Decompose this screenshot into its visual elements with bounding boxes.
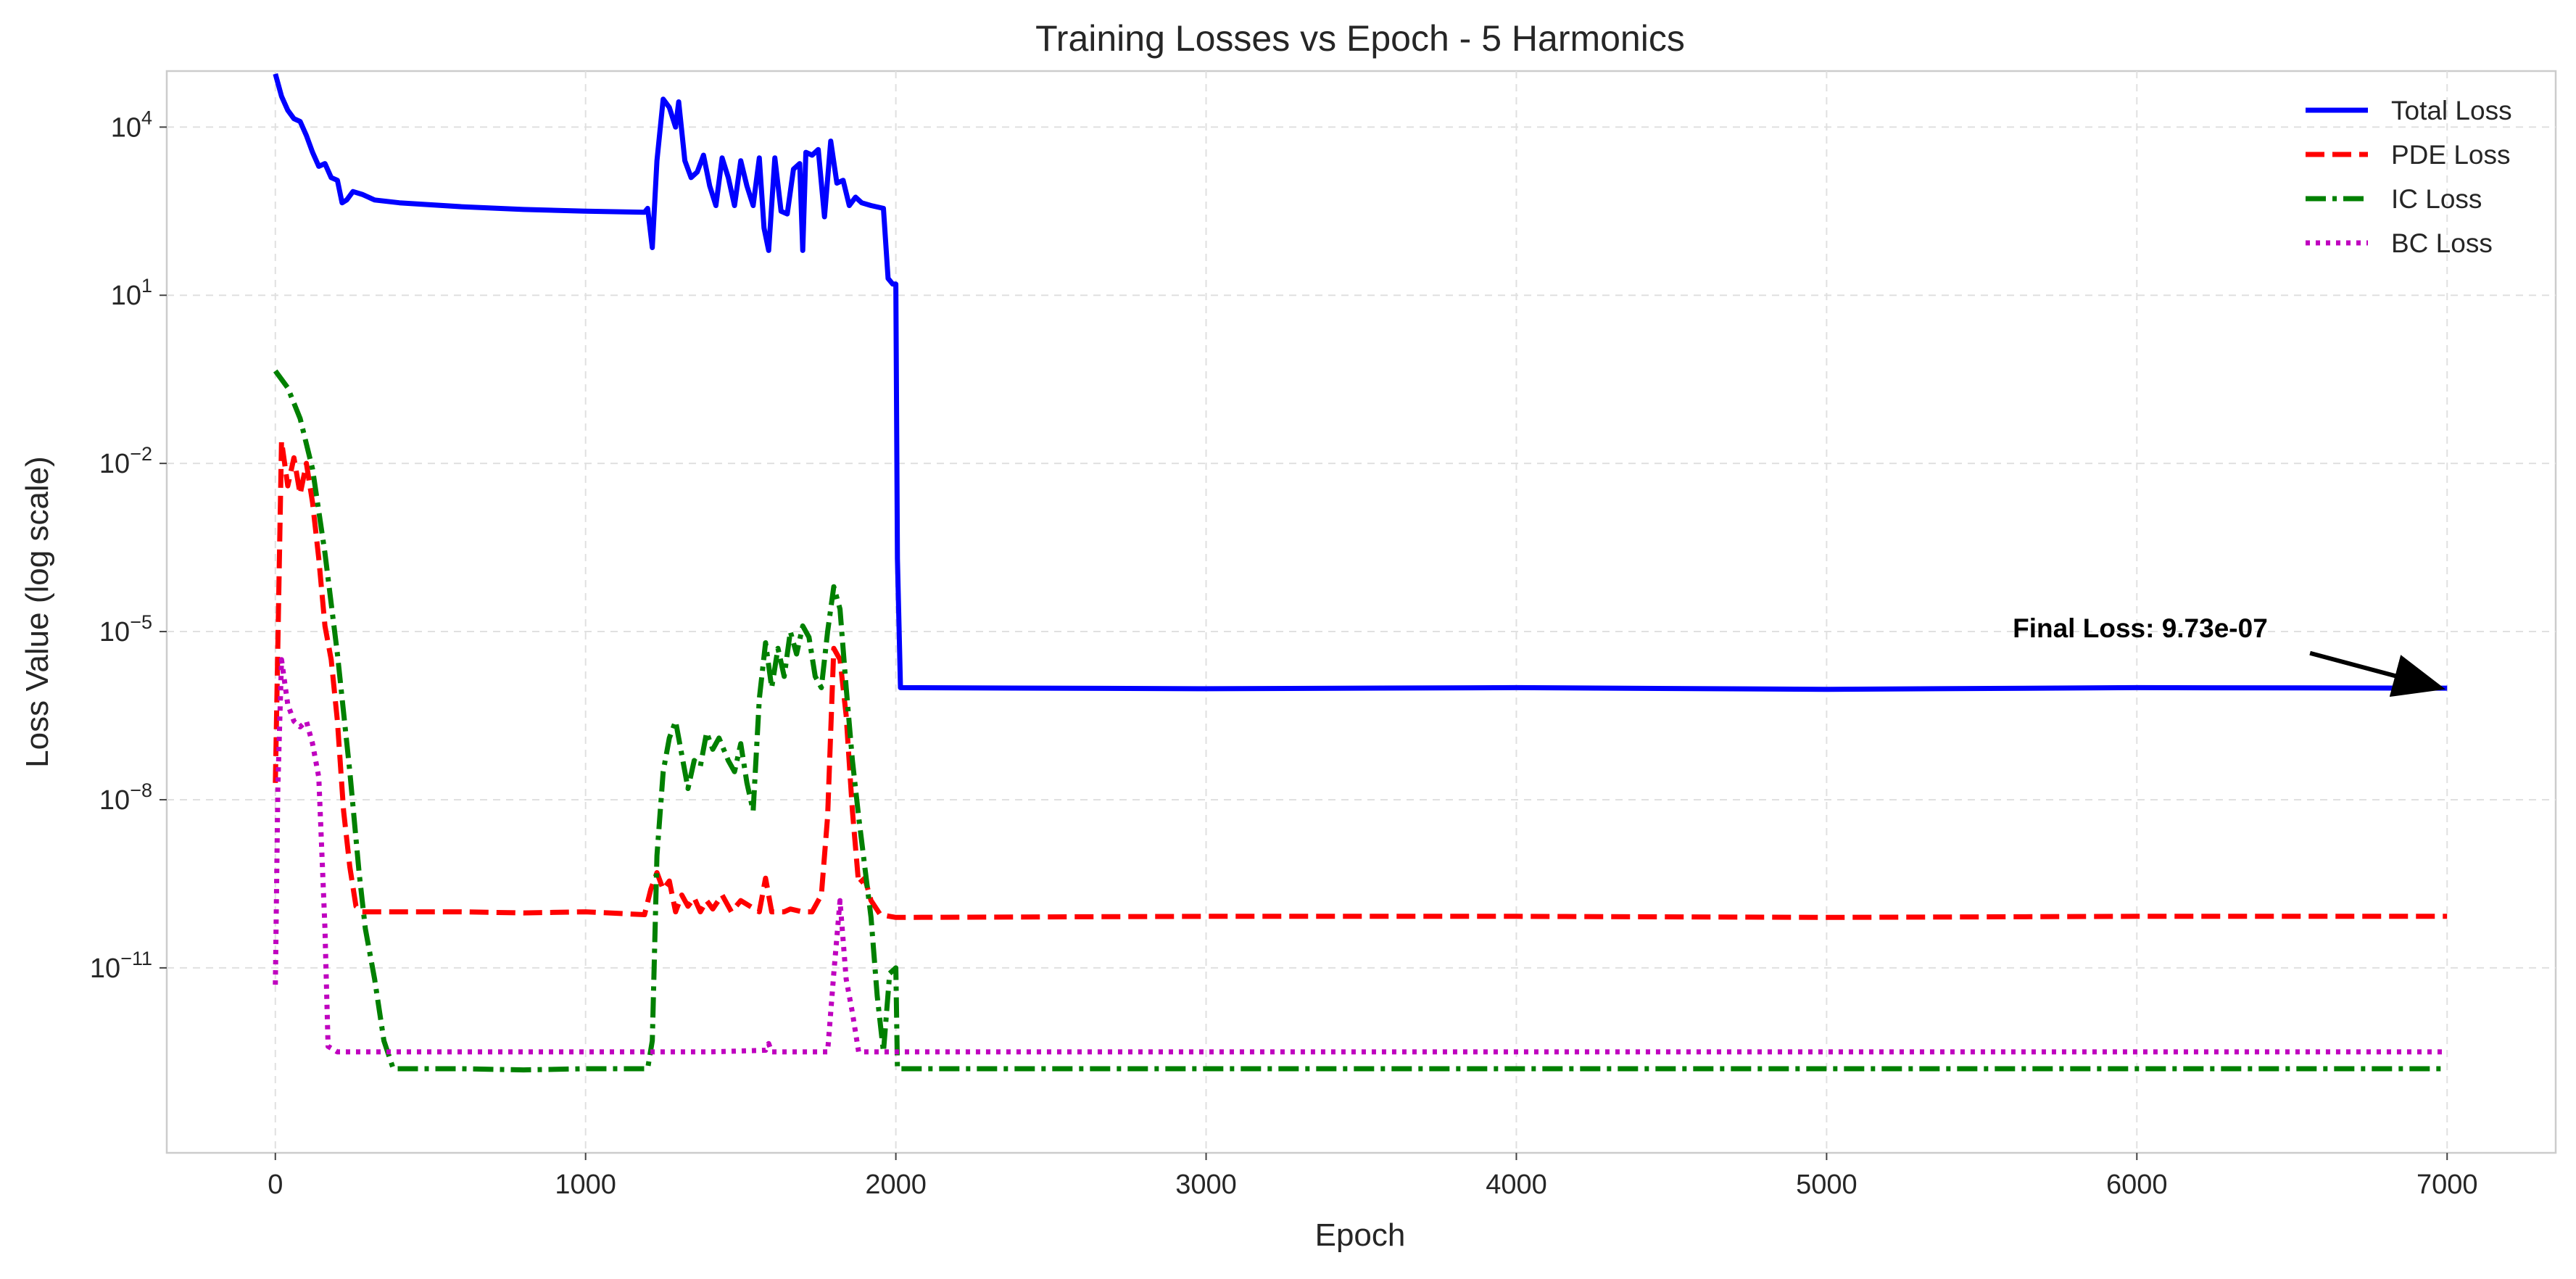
series-layer — [273, 73, 2448, 1073]
x-tick-label: 0 — [268, 1170, 283, 1200]
x-ticks: 0 1000 2000 3000 4000 5000 6000 7000 — [268, 1153, 2478, 1200]
x-tick-label: 7000 — [2416, 1170, 2478, 1200]
y-ticks: 104 101 10−2 10−5 10−8 10−11 — [90, 107, 167, 984]
y-tick-label: 10−11 — [90, 948, 152, 984]
series-line-bc-loss — [273, 657, 2448, 1055]
series-line-pde-loss — [273, 438, 2448, 920]
legend-label: BC Loss — [2391, 228, 2493, 258]
annotation-arrow — [2309, 650, 2446, 698]
y-tick-label: 10−2 — [99, 443, 152, 479]
legend-label: IC Loss — [2391, 184, 2482, 214]
x-axis-label: Epoch — [1315, 1217, 1406, 1253]
x-tick-label: 1000 — [555, 1170, 616, 1200]
y-tick-label: 10−8 — [99, 779, 152, 816]
x-tick-label: 3000 — [1175, 1170, 1237, 1200]
y-tick-label: 10−5 — [99, 611, 152, 647]
series-line-ic-loss — [273, 369, 2448, 1073]
legend: Total Loss PDE Loss IC Loss BC Loss — [2306, 96, 2512, 258]
series-line-total-loss — [273, 73, 2448, 692]
x-tick-label: 5000 — [1796, 1170, 1858, 1200]
y-tick-label: 101 — [111, 275, 152, 311]
plot-background — [165, 70, 2557, 1154]
grid — [167, 71, 2556, 1153]
x-tick-label: 2000 — [865, 1170, 927, 1200]
y-tick-label: 104 — [111, 107, 152, 143]
legend-label: Total Loss — [2391, 96, 2512, 125]
x-tick-label: 6000 — [2106, 1170, 2168, 1200]
legend-label: PDE Loss — [2391, 140, 2511, 170]
x-tick-label: 4000 — [1486, 1170, 1547, 1200]
y-axis-label: Loss Value (log scale) — [20, 456, 55, 768]
final-loss-annotation: Final Loss: 9.73e-07 — [2013, 613, 2268, 643]
annotation-layer: Final Loss: 9.73e-07 — [2013, 613, 2446, 698]
chart-title: Training Losses vs Epoch - 5 Harmonics — [1035, 18, 1685, 59]
